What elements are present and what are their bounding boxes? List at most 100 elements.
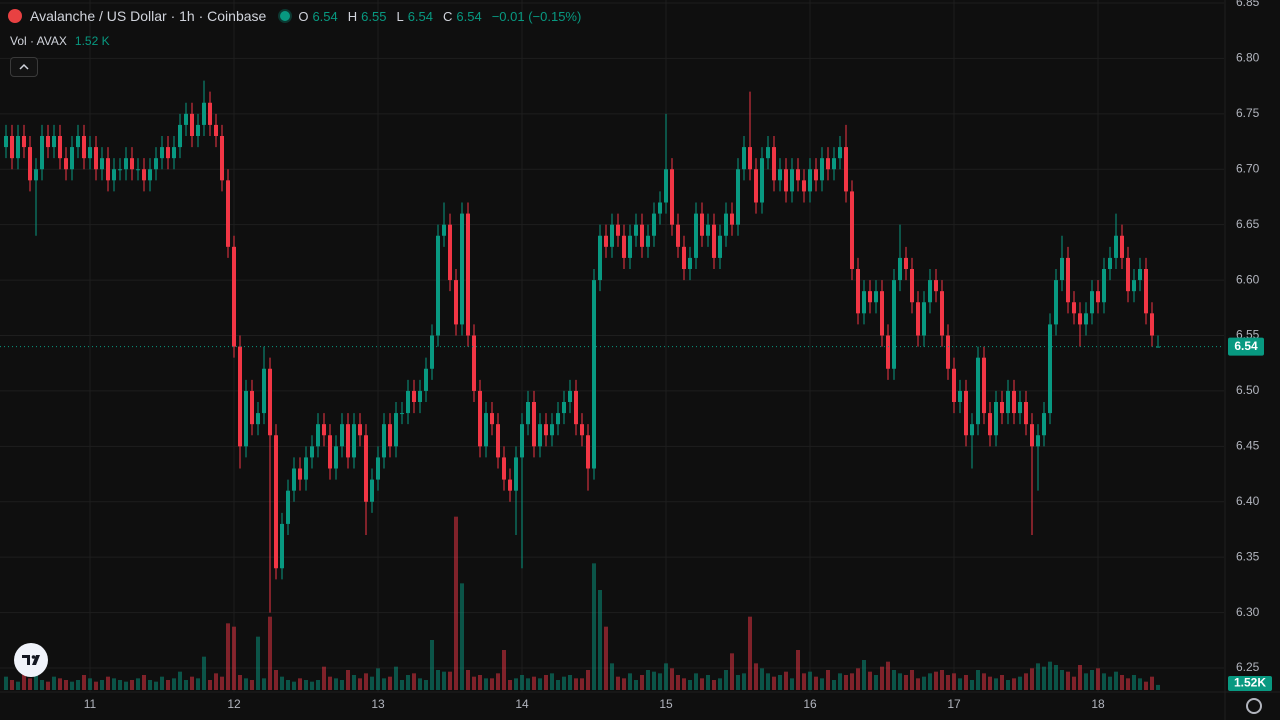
candle-body: [982, 357, 986, 414]
candle-body: [76, 136, 80, 148]
candle-body: [400, 413, 404, 415]
volume-bar: [1006, 680, 1010, 690]
collapse-button[interactable]: [10, 57, 38, 77]
ohlc-value: 6.54: [456, 8, 482, 24]
volume-bar: [916, 678, 920, 690]
volume-bar: [502, 650, 506, 690]
volume-bar: [910, 670, 914, 690]
volume-bar: [88, 678, 92, 690]
volume-bar: [298, 678, 302, 690]
candle-body: [364, 435, 368, 502]
candle-body: [898, 257, 902, 281]
candle-body: [892, 280, 896, 369]
candle-body: [910, 269, 914, 303]
y-tick-label: 6.30: [1236, 605, 1260, 619]
candle-body: [1024, 402, 1028, 425]
volume-bar: [250, 680, 254, 690]
candle-body: [598, 235, 602, 281]
candle-body: [154, 158, 158, 170]
candle-body: [934, 280, 938, 292]
last-volume-mark: [1228, 676, 1272, 691]
candle-body: [706, 224, 710, 236]
candle-body: [958, 390, 962, 402]
volume-bar: [136, 678, 140, 690]
candle-body: [1054, 280, 1058, 325]
candle-body: [202, 102, 206, 125]
volume-bar: [808, 671, 812, 690]
volume-bar: [562, 676, 566, 690]
x-tick-label: 13: [371, 697, 385, 711]
candle-body: [1120, 235, 1124, 258]
volume-bar: [880, 666, 884, 690]
volume-bar: [58, 678, 62, 690]
volume-bar: [1012, 678, 1016, 690]
candle-body: [1078, 313, 1082, 325]
volume-bar: [46, 681, 50, 690]
candle-body: [184, 113, 188, 125]
volume-bar: [508, 680, 512, 690]
candle-body: [34, 169, 38, 181]
candle-body: [130, 158, 134, 170]
volume-bar: [922, 676, 926, 690]
x-tick-label: 16: [803, 697, 817, 711]
candle-body: [1144, 269, 1148, 314]
volume-bar: [1084, 673, 1088, 690]
candle-body: [238, 346, 242, 447]
volume-bar: [874, 675, 878, 690]
settings-button[interactable]: [1246, 698, 1262, 714]
status-dot: [280, 11, 291, 21]
x-tick-label: 11: [84, 697, 97, 711]
volume-bar: [94, 681, 98, 690]
volume-bar: [436, 670, 440, 690]
volume-bar: [772, 676, 776, 690]
volume-bar: [82, 675, 86, 690]
volume-bar: [700, 678, 704, 690]
candle-body: [796, 169, 800, 181]
candle-body: [424, 368, 428, 391]
volume-bar: [118, 680, 122, 690]
candle-body: [430, 335, 434, 369]
volume-bar: [22, 673, 26, 690]
volume-bar: [850, 673, 854, 690]
volume-bar: [832, 680, 836, 690]
volume-bar: [262, 678, 266, 690]
volume-bar: [592, 563, 596, 690]
collapse-icon: [19, 63, 29, 70]
volume-bar: [646, 670, 650, 690]
symbol-title[interactable]: Avalanche / US Dollar · 1h · Coinbase: [30, 8, 267, 24]
volume-bar: [868, 671, 872, 690]
volume-bar: [1024, 673, 1028, 690]
candle-body: [526, 402, 530, 425]
candle-body: [1012, 390, 1016, 414]
volume-bar: [454, 516, 458, 690]
volume-bar: [994, 678, 998, 690]
candle-body: [754, 169, 758, 203]
candle-body: [862, 291, 866, 314]
candle-body: [94, 147, 98, 170]
candle-body: [640, 224, 644, 247]
candle-body: [748, 147, 752, 170]
volume-bar: [952, 673, 956, 690]
candle-body: [904, 257, 908, 269]
volume-bar: [28, 678, 32, 690]
volume-bar: [676, 675, 680, 690]
candle-body: [772, 147, 776, 181]
candle-body: [1018, 402, 1022, 414]
candle-body: [928, 280, 932, 303]
candle-body: [1150, 313, 1154, 336]
y-tick-label: 6.65: [1236, 217, 1260, 231]
volume-bar: [862, 660, 866, 690]
volume-bar: [1072, 676, 1076, 690]
volume-bar: [892, 670, 896, 690]
candle-body: [436, 235, 440, 336]
tv-logo[interactable]: [14, 643, 48, 677]
candle-body: [886, 335, 890, 369]
candle-body: [1126, 257, 1130, 292]
volume-bar: [736, 675, 740, 690]
candle-body: [70, 147, 74, 170]
candle-body: [712, 224, 716, 258]
volume-bar: [52, 676, 56, 690]
candle-body: [946, 335, 950, 369]
candle-body: [1036, 435, 1040, 447]
candle-body: [916, 302, 920, 336]
